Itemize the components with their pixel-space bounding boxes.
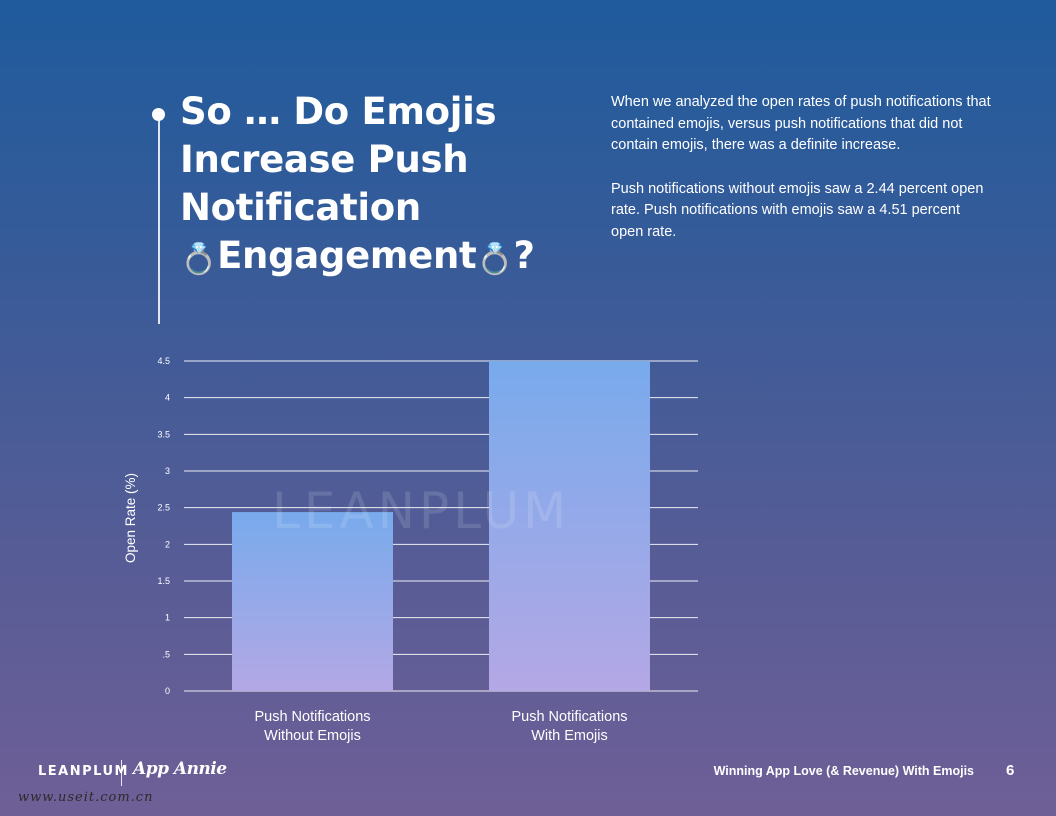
x-category-label: Push Notifications With Emojis bbox=[511, 709, 627, 744]
y-tick-label: 2.5 bbox=[157, 503, 170, 513]
leanplum-logo: LEANPLUM bbox=[38, 764, 129, 779]
y-tick-label: 3 bbox=[165, 466, 170, 476]
page-number: 6 bbox=[1006, 762, 1015, 779]
description-paragraph-1: When we analyzed the open rates of push … bbox=[611, 94, 991, 153]
y-tick-label: .5 bbox=[162, 649, 170, 659]
y-tick-label: 4 bbox=[165, 393, 170, 403]
y-tick-label: 4.5 bbox=[157, 356, 170, 366]
y-tick-label: 3.5 bbox=[157, 429, 170, 439]
page-title: So … Do Emojis Increase Push Notificatio… bbox=[180, 88, 570, 284]
description-paragraph-2: Push notifications without emojis saw a … bbox=[611, 180, 984, 240]
title-vertical-rule bbox=[158, 118, 160, 324]
y-tick-label: 0 bbox=[165, 686, 170, 696]
y-axis-label: Open Rate (%) bbox=[123, 473, 138, 563]
title-line-4: 💍Engagement💍? bbox=[180, 232, 570, 284]
title-bullet-icon bbox=[152, 108, 165, 121]
source-url: www.useit.com.cn bbox=[18, 790, 154, 805]
app-annie-logo: App Annie bbox=[133, 759, 227, 779]
description: When we analyzed the open rates of push … bbox=[611, 92, 991, 265]
chart-bars bbox=[232, 361, 650, 691]
title-question-mark: ? bbox=[513, 234, 535, 277]
title-line-2: Increase Push bbox=[180, 138, 469, 181]
bar bbox=[489, 361, 650, 691]
document-title: Winning App Love (& Revenue) With Emojis bbox=[713, 764, 974, 778]
ring-emoji-icon: 💍 bbox=[476, 242, 514, 277]
y-tick-label: 1.5 bbox=[157, 576, 170, 586]
title-line-1: So … Do Emojis bbox=[180, 90, 497, 133]
y-tick-label: 2 bbox=[165, 539, 170, 549]
chart-y-ticks: 0 .5 1 1.5 2 2.5 3 3.5 4 4.5 bbox=[157, 356, 170, 696]
title-line-3: Notification bbox=[180, 186, 421, 229]
title-line-4-text: Engagement bbox=[217, 234, 477, 277]
bar bbox=[232, 512, 393, 691]
ring-emoji-icon: 💍 bbox=[180, 242, 218, 277]
footer-divider bbox=[121, 760, 122, 786]
y-tick-label: 1 bbox=[165, 613, 170, 623]
chart-x-categories: Push Notifications Without Emojis Push Not… bbox=[254, 709, 627, 744]
leanplum-watermark: LEANPLUM bbox=[272, 482, 571, 540]
x-category-label: Push Notifications Without Emojis bbox=[254, 709, 370, 744]
